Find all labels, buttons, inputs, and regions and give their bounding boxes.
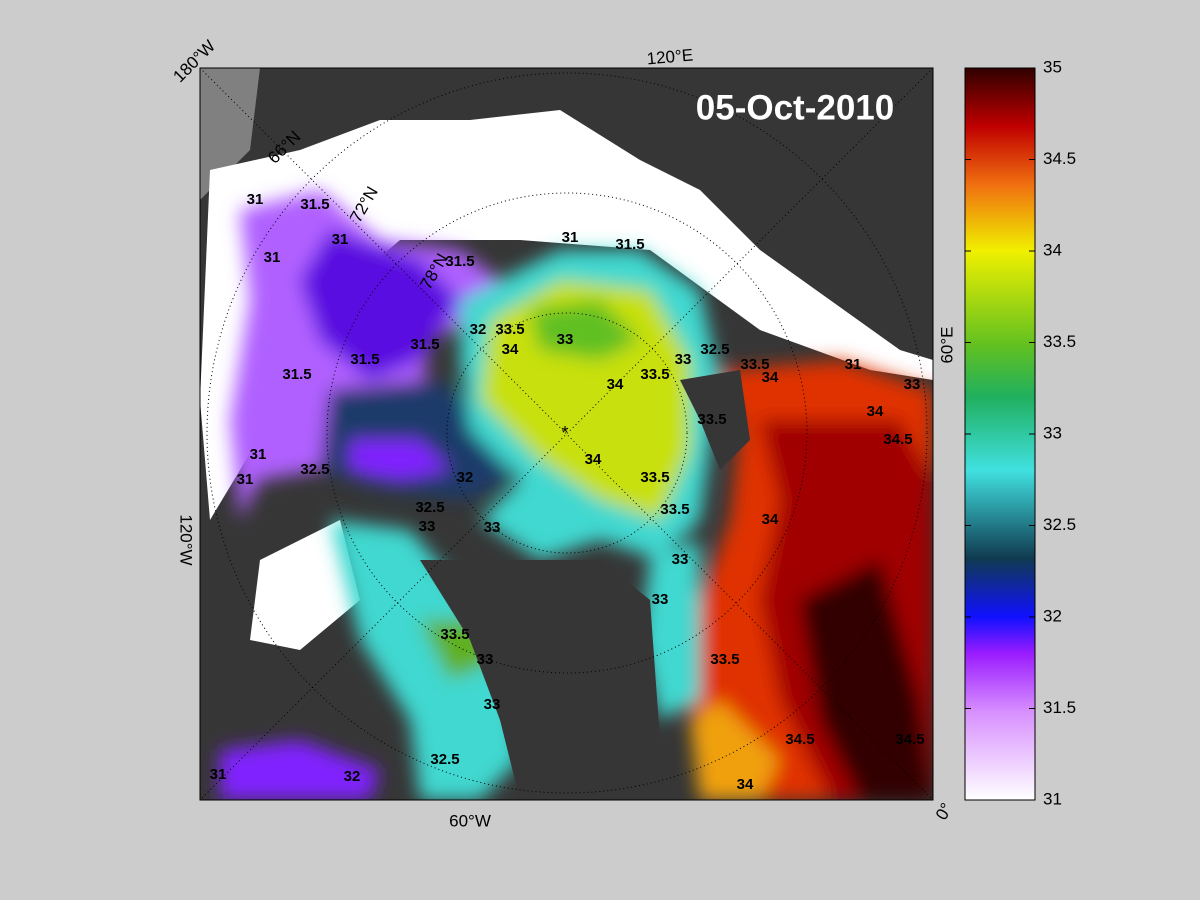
- contour-label: 34.5: [895, 731, 924, 748]
- contour-label: 34.5: [785, 731, 814, 748]
- contour-label: 34: [502, 341, 519, 358]
- colorbar-tick-label: 31: [1043, 789, 1062, 808]
- graticule-label: 120°W: [177, 514, 196, 565]
- contour-label: 33.5: [440, 626, 469, 643]
- contour-label: 34.5: [883, 431, 912, 448]
- colorbar-tick-label: 34: [1043, 240, 1062, 259]
- colorbar-tick-label: 32.5: [1043, 515, 1076, 534]
- contour-label: 31: [210, 766, 227, 783]
- contour-label: 33.5: [697, 411, 726, 428]
- contour-label: 33: [652, 591, 669, 608]
- contour-label: 33.5: [710, 651, 739, 668]
- contour-label: 31.5: [445, 253, 474, 270]
- graticule: [200, 68, 933, 800]
- contour-label: 33.5: [640, 366, 669, 383]
- colorbar: [964, 67, 1036, 801]
- contour-label: 31.5: [615, 236, 644, 253]
- contour-label: 31: [845, 356, 862, 373]
- contour-label: 33.5: [740, 356, 769, 373]
- contour-label: 31.5: [410, 336, 439, 353]
- colorbar-tick-label: 33: [1043, 423, 1062, 442]
- contour-label: 32.5: [430, 751, 459, 768]
- sea-ice: [250, 520, 360, 650]
- contour-label: 34: [762, 369, 779, 386]
- colorbar-tick-label: 35: [1043, 57, 1062, 76]
- colorbar-ticks: 31 31.5 32 32.5 33 33.5 34 34.5 35: [965, 57, 1076, 808]
- contour-label: 33: [675, 351, 692, 368]
- contour-label: 31: [247, 191, 264, 208]
- contour-label: 31.5: [350, 351, 379, 368]
- contour-label: 34: [737, 776, 754, 793]
- contour-label: 33.5: [660, 501, 689, 518]
- sea-ice: [200, 110, 933, 520]
- contour-label: 33: [904, 376, 921, 393]
- colorbar-tick-label: 31.5: [1043, 698, 1076, 717]
- graticule-label: 120°E: [646, 45, 694, 68]
- contour-label: 32: [457, 469, 474, 486]
- greenland: [420, 560, 660, 800]
- salinity-field: [220, 190, 933, 800]
- map-frame: [199, 67, 934, 801]
- contour-label: 34: [585, 451, 602, 468]
- contour-label: 33: [419, 518, 436, 535]
- contour-label: 31: [562, 229, 579, 246]
- contour-label: 33.5: [640, 469, 669, 486]
- contour-label: 33: [477, 651, 494, 668]
- graticule-label: 0°: [932, 800, 957, 824]
- contour-label: 32.5: [700, 341, 729, 358]
- contour-label: 34: [762, 511, 779, 528]
- contour-label: 32.5: [415, 499, 444, 516]
- graticule-label: 60°W: [449, 811, 491, 830]
- contour-label: 31: [237, 471, 254, 488]
- contour-label: 32: [344, 768, 361, 785]
- contour-label: 31.5: [282, 366, 311, 383]
- contour-label: 31: [264, 249, 281, 266]
- contour-label: 32.5: [300, 461, 329, 478]
- contour-label: 33.5: [495, 321, 524, 338]
- graticule-label: 60°E: [937, 326, 956, 363]
- colorbar-tick-label: 34.5: [1043, 149, 1076, 168]
- contour-label: 34: [607, 376, 624, 393]
- contour-label: 31: [250, 446, 267, 463]
- contour-label: 33: [672, 551, 689, 568]
- contour-label: 32: [470, 321, 487, 338]
- contour-label: 31: [332, 231, 349, 248]
- outside-grid: [200, 68, 260, 200]
- pole: *: [561, 423, 568, 443]
- contour-label: 34: [867, 403, 884, 420]
- contour-label: 33: [484, 696, 501, 713]
- island: [680, 370, 750, 470]
- contour-label: 33: [484, 519, 501, 536]
- contour-label: 33: [557, 331, 574, 348]
- contour-label: 31.5: [300, 196, 329, 213]
- colorbar-tick-label: 32: [1043, 606, 1062, 625]
- date-title: 05-Oct-2010: [696, 88, 894, 127]
- colorbar-tick-label: 33.5: [1043, 332, 1076, 351]
